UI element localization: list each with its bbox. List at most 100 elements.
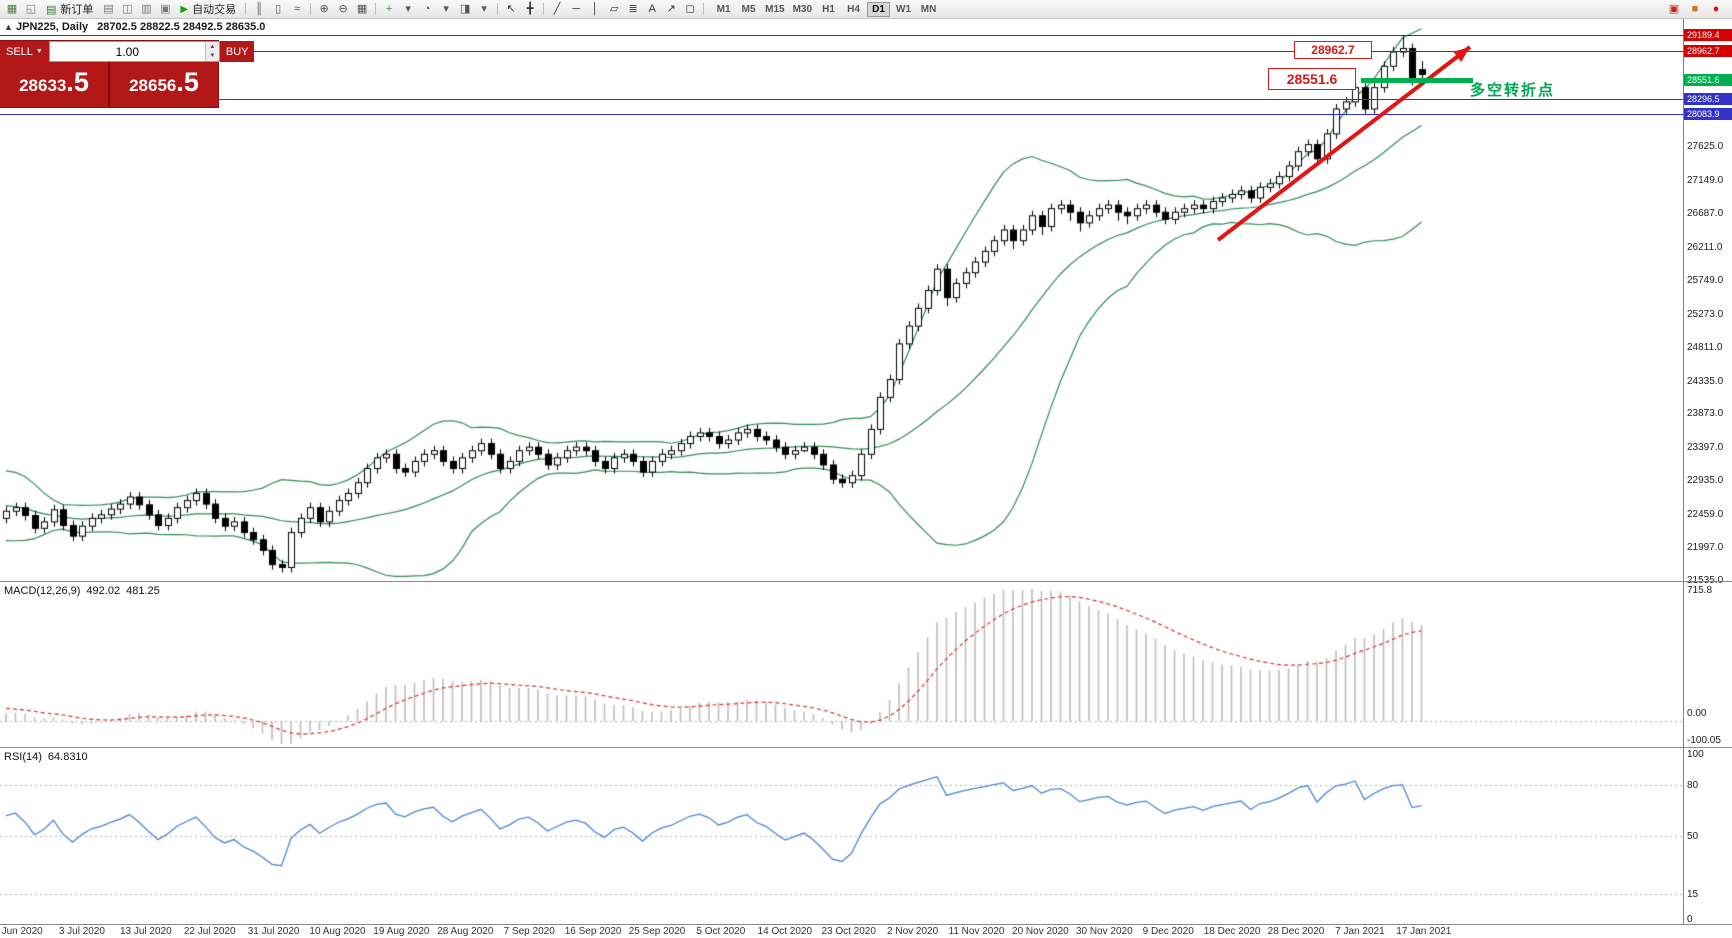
date-axis-label: 9 Dec 2020	[1142, 926, 1194, 937]
timeframe-button-M30[interactable]: M30	[792, 3, 813, 15]
new-chart-icon[interactable]: ▦	[6, 2, 18, 15]
rsi-scale-label: 100	[1687, 749, 1704, 760]
volume-input[interactable]	[49, 42, 205, 61]
price-tag: 29189.4	[1684, 29, 1732, 41]
data-window-icon[interactable]: ◫	[122, 2, 133, 15]
crosshair-icon[interactable]: ╋	[526, 2, 534, 15]
horizontal-line-icon[interactable]: ─	[572, 2, 580, 15]
sell-price-button[interactable]: 28633.5	[0, 62, 110, 107]
turning-point-label[interactable]: 多空转折点	[1470, 82, 1556, 99]
toolbar-group-right: ▣ ■ ●	[1665, 1, 1729, 17]
channel-icon[interactable]: ▱	[609, 2, 619, 15]
price-axis-tick: 24811.0	[1687, 341, 1723, 353]
resistance-price-label[interactable]: 28962.7	[1294, 41, 1372, 59]
main-macd-separator[interactable]	[0, 581, 1732, 582]
price-axis-tick: 27149.0	[1687, 175, 1724, 187]
support-line-segment[interactable]	[1361, 78, 1473, 84]
macd-scale-label: 715.8	[1687, 585, 1713, 596]
volume-up-icon[interactable]: ▲	[205, 42, 219, 52]
buy-label: BUY	[225, 45, 249, 58]
horizontal-price-line[interactable]	[0, 51, 1683, 52]
fibonacci-icon[interactable]: ≣	[628, 2, 638, 15]
notification-badge-icon[interactable]: ●	[1712, 2, 1720, 15]
date-axis-label: 17 Jan 2021	[1396, 926, 1452, 937]
horizontal-price-line[interactable]	[0, 35, 1683, 36]
date-axis-label: 2 Nov 2020	[887, 926, 939, 937]
timeframe-button-H4[interactable]: H4	[847, 3, 860, 15]
timeframe-button-H1[interactable]: H1	[822, 3, 835, 15]
zoom-out-icon[interactable]: ⊖	[338, 2, 348, 15]
date-axis-label: 4 Jun 2020	[0, 926, 43, 937]
price-tag: 28083.9	[1684, 108, 1732, 120]
macd-label: MACD(12,26,9)	[4, 585, 81, 597]
chart-profiles-icon[interactable]: ◱	[25, 2, 37, 15]
volume-down-icon[interactable]: ▼	[205, 51, 219, 61]
templates-caret-icon[interactable]: ▾	[481, 2, 487, 15]
arrow-tool-icon[interactable]: ↗	[666, 2, 676, 15]
autotrade-button[interactable]: 自动交易	[175, 1, 241, 18]
periods-caret-icon[interactable]: ▾	[443, 2, 449, 15]
price-tag: 28962.7	[1684, 45, 1732, 57]
date-axis-label: 14 Oct 2020	[757, 926, 813, 937]
indicators-add-icon[interactable]: +	[385, 2, 393, 15]
price-tag: 28296.5	[1684, 93, 1732, 105]
vertical-line-icon[interactable]: │	[591, 2, 599, 15]
horizontal-price-line[interactable]	[0, 114, 1683, 115]
mail-icon[interactable]: ■	[1691, 2, 1699, 15]
rsi-indicator-header: RSI(14) 64.8310	[4, 751, 94, 763]
bar-chart-type-icon[interactable]: ║	[255, 2, 263, 15]
buy-button[interactable]: BUY	[219, 41, 255, 62]
zoom-in-icon[interactable]: ⊕	[319, 2, 329, 15]
buy-price-main: 28656	[129, 76, 177, 95]
price-axis-tick: 23397.0	[1687, 442, 1724, 454]
line-chart-type-icon[interactable]: ≈	[294, 2, 301, 15]
rsi-label: RSI(14)	[4, 751, 42, 763]
support-price-label[interactable]: 28551.6	[1268, 68, 1356, 90]
sell-button[interactable]: SELL ▼	[0, 41, 49, 62]
macd-indicator-header: MACD(12,26,9) 492.02 481.25	[4, 585, 166, 597]
date-axis[interactable]: 4 Jun 2020 3 Jul 2020 13 Jul 2020 22 Jul 20…	[0, 925, 1732, 938]
navigator-icon[interactable]: ▥	[141, 2, 152, 15]
price-axis-tick: 21997.0	[1687, 542, 1724, 554]
templates-icon[interactable]: ◨	[459, 2, 471, 15]
timeframe-button-M15[interactable]: M15	[765, 3, 785, 15]
arrange-windows-icon[interactable]: ▦	[356, 2, 368, 15]
cursor-icon[interactable]: ↖	[506, 2, 516, 15]
timeframe-button-W1[interactable]: W1	[896, 3, 912, 15]
date-axis-label: 13 Jul 2020	[119, 926, 172, 937]
text-tool-icon[interactable]: A	[648, 2, 656, 15]
trendline-icon[interactable]: ╱	[553, 2, 561, 15]
price-axis-tick: 24335.0	[1687, 375, 1724, 387]
timeframe-group: M1 M5 M15 M30 H1 H4 D1 W1 MN	[712, 1, 940, 17]
timeframe-button-M1[interactable]: M1	[716, 3, 731, 15]
rsi-scale-label: 0	[1687, 914, 1693, 925]
candlestick-type-icon[interactable]: ▯	[275, 2, 282, 15]
timeframe-button-D1[interactable]: D1	[867, 1, 891, 17]
date-axis-label: 28 Aug 2020	[437, 926, 494, 937]
buy-price-frac: .5	[176, 67, 199, 97]
price-axis-tick: 26687.0	[1687, 208, 1724, 220]
shapes-icon[interactable]: ◻	[685, 2, 695, 15]
timeframe-button-M5[interactable]: M5	[741, 3, 756, 15]
date-axis-label: 23 Oct 2020	[821, 926, 876, 937]
indicators-caret-icon[interactable]: ▾	[405, 2, 411, 15]
volume-stepper: ▲ ▼	[204, 42, 219, 61]
trend-arrow-head	[1453, 47, 1470, 62]
new-order-button[interactable]: 新订单	[41, 1, 98, 18]
price-axis-tick: 23873.0	[1687, 408, 1724, 420]
macd-rsi-separator[interactable]	[0, 747, 1732, 748]
alert-icon[interactable]: ▣	[1668, 2, 1680, 15]
market-watch-icon[interactable]: ▤	[103, 2, 114, 15]
rsi-value: 64.8310	[47, 751, 88, 763]
periods-clock-icon[interactable]: ◔	[423, 2, 431, 15]
autotrade-label: 自动交易	[192, 4, 237, 16]
buy-price-button[interactable]: 28656.5	[110, 62, 218, 107]
horizontal-price-line[interactable]	[0, 99, 1683, 100]
terminal-icon[interactable]: ▣	[160, 2, 171, 15]
toolbar-group-tools: ║ ▯ ≈ ⊕ ⊖ ▦ + ▾ ◔ ▾ ◨ ▾ ↖ ╋ ╱ ─ │ ▱ ≣ A ↗ ◻	[242, 1, 707, 17]
price-scale-axis[interactable]	[1683, 19, 1732, 924]
date-axis-label: 18 Dec 2020	[1203, 926, 1261, 937]
timeframe-button-MN[interactable]: MN	[920, 3, 937, 15]
